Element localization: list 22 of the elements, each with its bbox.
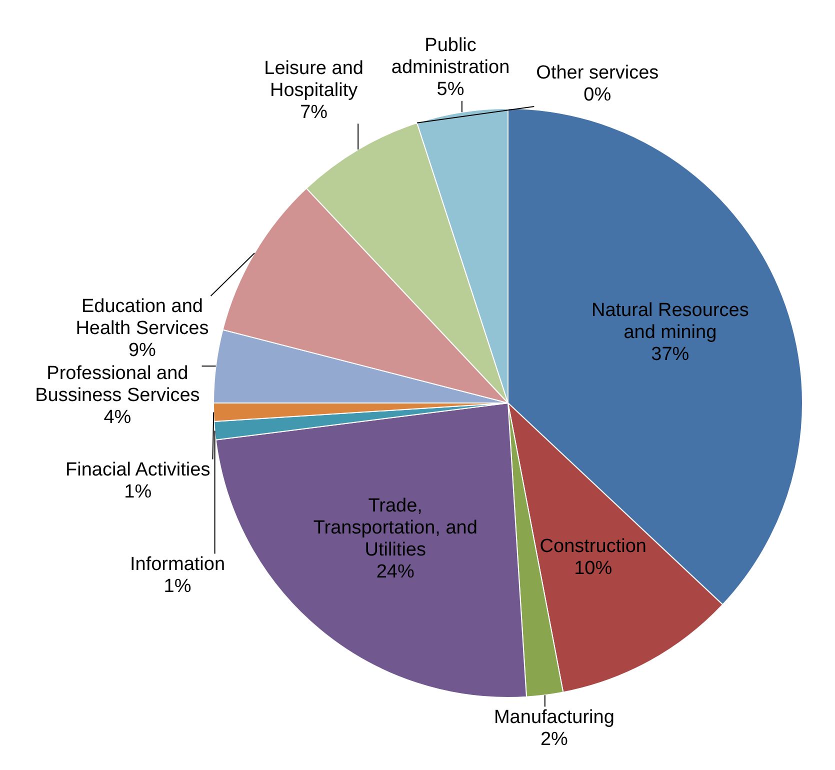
data-label: 10% (574, 558, 612, 580)
slice-label: Leisure and Hospitality (264, 58, 364, 101)
data-label: 7% (300, 102, 328, 123)
category-label: Other services (536, 62, 659, 84)
slice-label: Construction (540, 536, 646, 558)
slice-label: Public administration (391, 35, 510, 78)
slice-label: Manufacturing (494, 706, 614, 728)
slice-label: Trade, Transportation, and Utilities (313, 495, 478, 560)
slice-label: Education and Health Services (76, 296, 209, 340)
slice-label: Professional and Bussiness Services (35, 363, 200, 406)
text: 0% (584, 84, 612, 106)
slice-label: Finacial Activities (66, 460, 210, 481)
data-label: 2% (540, 728, 568, 750)
data-label: 4% (104, 407, 132, 428)
data-label: 5% (436, 79, 464, 100)
data-label: 1% (164, 576, 192, 597)
data-label: 37% (651, 344, 690, 366)
slice-label: Information (130, 554, 226, 575)
data-label: 9% (128, 340, 156, 362)
data-label: 24% (376, 561, 414, 582)
slice-label: Natural Resources and mining (591, 300, 749, 344)
data-label: 1% (124, 482, 152, 503)
